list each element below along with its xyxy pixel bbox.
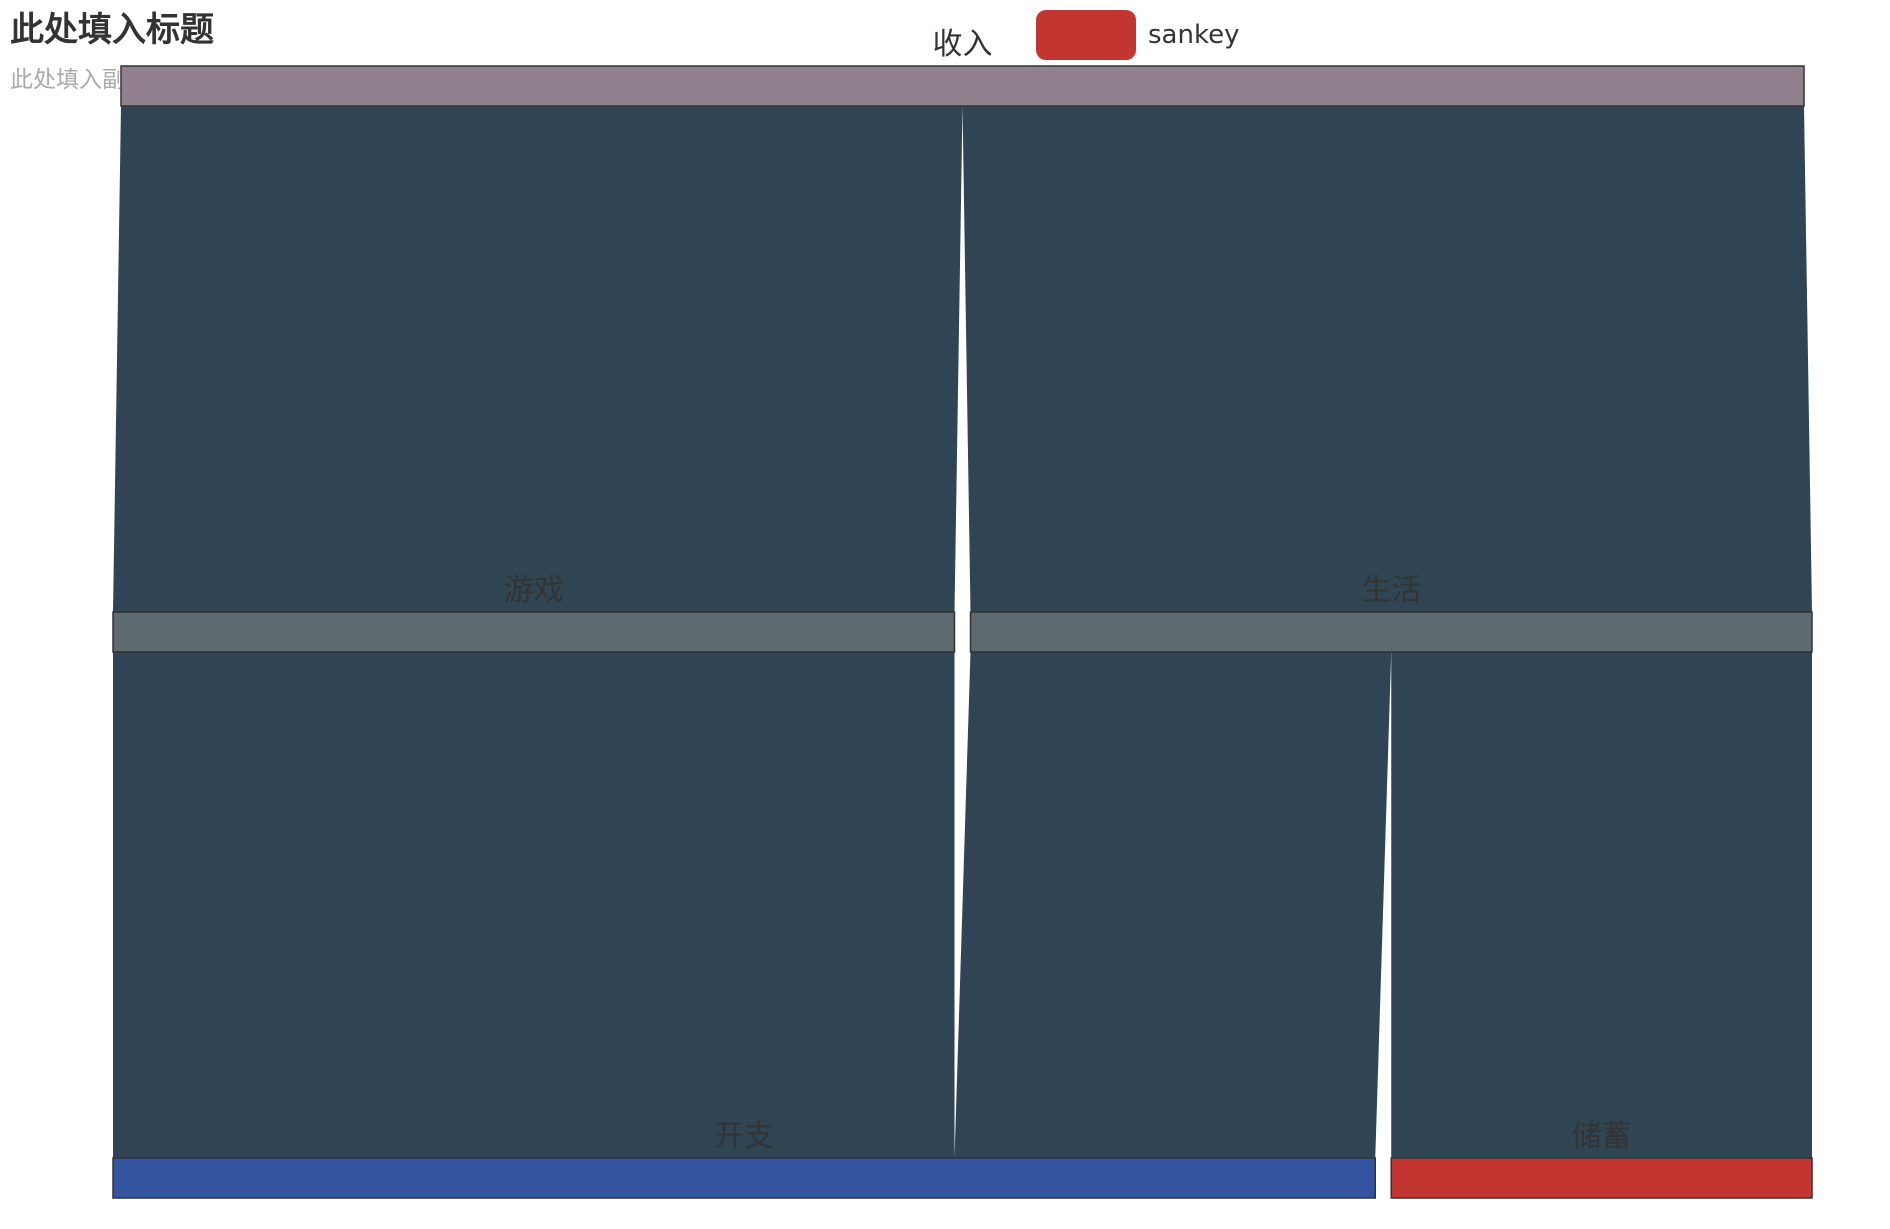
links-layer	[113, 106, 1812, 1158]
sankey-node-4[interactable]	[1390, 1157, 1813, 1199]
sankey-node-3[interactable]	[112, 1157, 1376, 1199]
sankey-node-0[interactable]	[120, 65, 1805, 107]
sankey-link-0[interactable]	[113, 106, 963, 612]
sankey-link-2[interactable]	[113, 652, 955, 1158]
legend-label[interactable]: sankey	[1148, 20, 1240, 50]
sankey-node-label-1: 游戏	[504, 573, 564, 608]
legend[interactable]: sankey	[1036, 10, 1239, 60]
sankey-node-label-0: 收入	[933, 27, 993, 62]
sankey-node-label-2: 生活	[1361, 573, 1421, 608]
chart-title: 此处填入标题	[10, 10, 214, 50]
sankey-node-label-4: 储蓄	[1572, 1119, 1632, 1154]
sankey-node-2[interactable]	[969, 611, 1813, 653]
sankey-link-3[interactable]	[954, 652, 1392, 1158]
sankey-link-1[interactable]	[962, 106, 1813, 612]
sankey-node-1[interactable]	[112, 611, 956, 653]
sankey-link-4[interactable]	[1391, 652, 1812, 1158]
sankey-node-label-3: 开支	[714, 1119, 774, 1154]
legend-swatch[interactable]	[1036, 10, 1136, 60]
nodes-layer	[112, 65, 1813, 1199]
